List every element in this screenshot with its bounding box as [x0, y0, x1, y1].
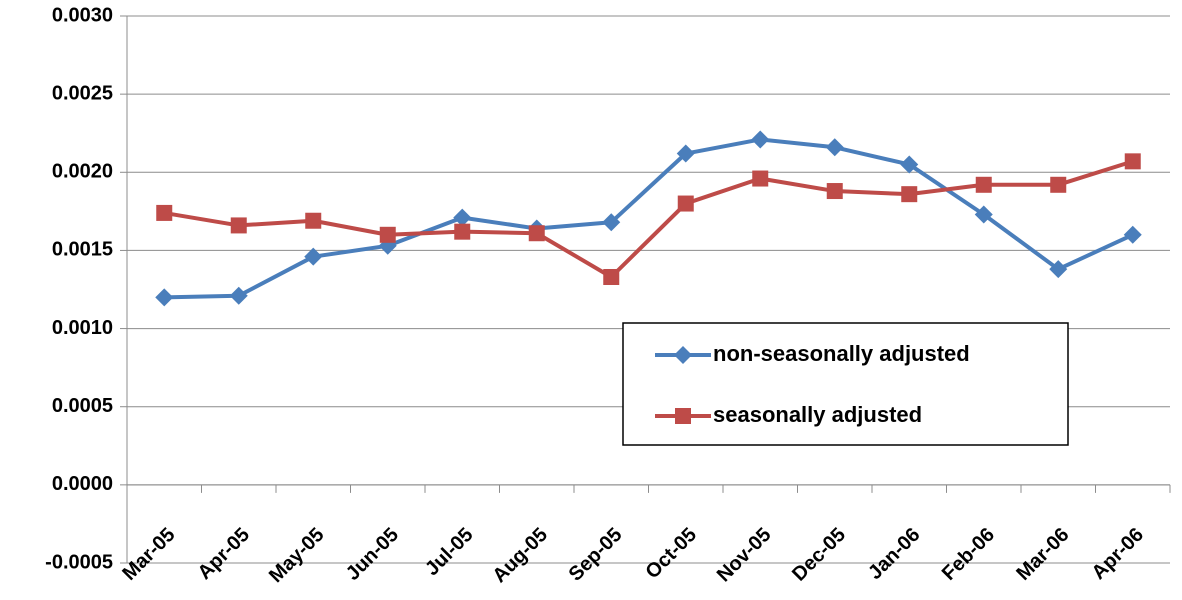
legend-box	[622, 322, 1069, 446]
point	[826, 183, 843, 200]
x-tick-label: Oct-05	[641, 524, 701, 584]
legend-marker	[675, 408, 691, 424]
y-tick-label: 0.0030	[52, 4, 113, 26]
x-tick-label: Jan-06	[864, 524, 924, 584]
point	[379, 226, 396, 243]
x-tick-label: Apr-05	[194, 524, 254, 584]
x-tick-label: Dec-05	[788, 524, 850, 586]
point	[156, 204, 173, 221]
point	[900, 155, 919, 174]
y-tick-label: -0.0005	[45, 551, 113, 573]
point	[602, 213, 621, 232]
point	[229, 286, 248, 305]
legend: non-seasonally adjusted seasonally adjust…	[622, 322, 1069, 446]
point	[1123, 225, 1142, 244]
series-line	[164, 137, 1134, 300]
legend-label: non-seasonally adjusted	[713, 341, 970, 366]
point	[1050, 176, 1067, 193]
point	[603, 268, 620, 285]
x-tick-label: Feb-06	[938, 524, 999, 585]
legend-label: seasonally adjusted	[713, 402, 922, 427]
y-tick-label: 0.0000	[52, 473, 113, 495]
point	[901, 186, 918, 203]
point	[1124, 153, 1141, 170]
y-tick-label: 0.0010	[52, 317, 113, 339]
point	[975, 176, 992, 193]
x-tick-label: Apr-06	[1088, 524, 1148, 584]
point	[974, 205, 993, 224]
point	[453, 208, 472, 227]
point	[305, 212, 322, 229]
x-tick-label: Jul-05	[421, 524, 477, 580]
y-tick-label: 0.0020	[52, 161, 113, 183]
y-tick-label: 0.0005	[52, 395, 113, 417]
point	[155, 288, 174, 307]
point	[751, 130, 770, 149]
x-tick-label: Mar-06	[1012, 524, 1073, 585]
legend-marker	[674, 346, 692, 364]
y-tick-label: 0.0025	[52, 82, 113, 104]
x-tick-label: Nov-05	[713, 524, 776, 587]
point	[528, 225, 545, 242]
x-tick-label: Aug-05	[489, 524, 552, 587]
point	[676, 144, 695, 163]
point	[677, 195, 694, 212]
point	[825, 138, 844, 157]
point	[752, 170, 769, 187]
series-line	[163, 159, 1134, 279]
point	[1049, 260, 1068, 279]
x-tick-label: Sep-05	[565, 524, 627, 586]
point	[230, 217, 247, 234]
x-tick-label: Mar-05	[118, 524, 179, 585]
point	[304, 247, 323, 266]
x-tick-label: Jun-05	[342, 524, 403, 585]
point	[454, 223, 471, 240]
y-tick-label: 0.0015	[52, 239, 113, 261]
x-tick-label: May-05	[265, 524, 329, 588]
